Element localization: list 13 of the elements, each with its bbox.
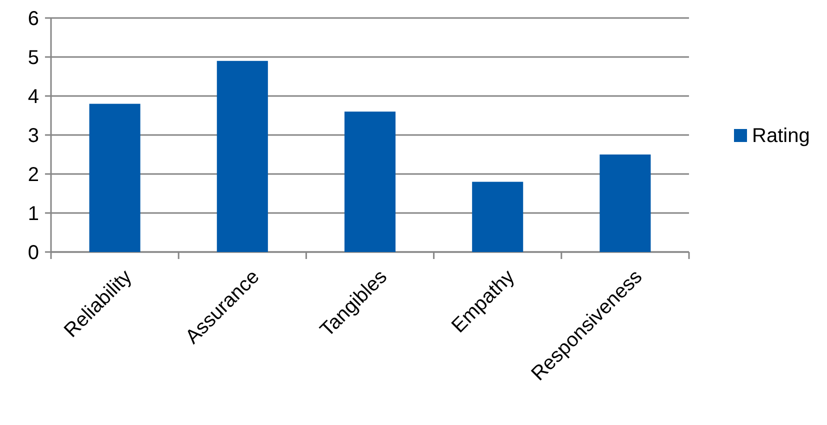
y-tick-label: 3 <box>28 125 39 147</box>
bar <box>89 104 140 252</box>
y-tick-label: 1 <box>28 203 39 225</box>
y-tick-label: 6 <box>28 8 39 30</box>
bar <box>600 154 651 252</box>
bar <box>216 60 268 252</box>
y-tick-label: 4 <box>28 86 39 108</box>
y-tick-label: 5 <box>28 47 39 69</box>
y-tick-label: 2 <box>28 164 39 186</box>
legend-label: Rating <box>752 125 810 147</box>
bar <box>344 112 396 252</box>
bar <box>472 182 524 252</box>
y-tick-label: 0 <box>28 242 39 264</box>
